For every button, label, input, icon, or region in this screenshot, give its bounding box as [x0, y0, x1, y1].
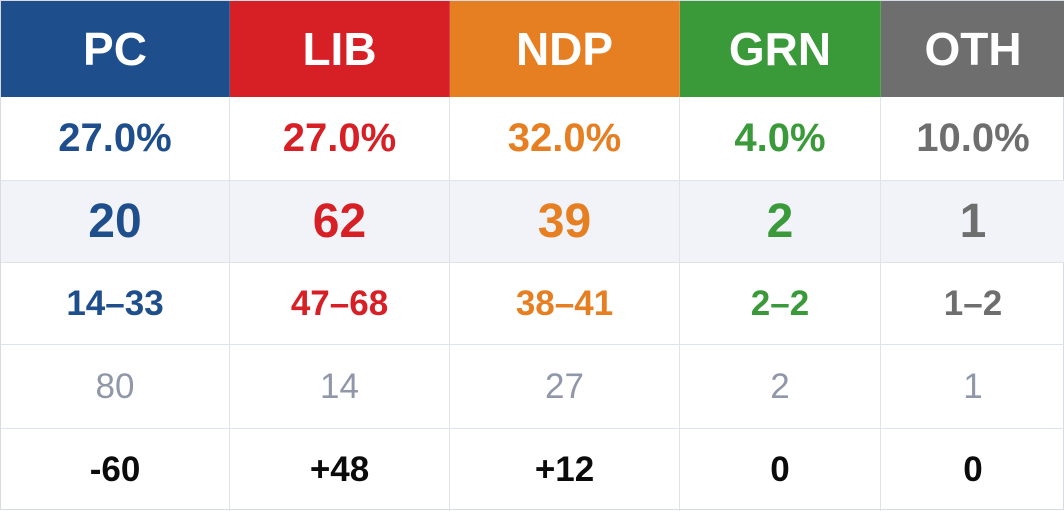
vote-share-lib: 27.0%: [230, 97, 450, 181]
previous-ndp: 27: [450, 345, 680, 429]
header-grn-label: GRN: [728, 23, 832, 75]
header-lib: LIB: [230, 1, 450, 97]
range-ndp: 38–41: [450, 263, 680, 345]
seats-ndp: 39: [450, 181, 680, 263]
range-pc: 14–33: [1, 263, 230, 345]
seats-pc: 20: [1, 181, 230, 263]
vote-share-grn: 4.0%: [680, 97, 881, 181]
header-pc: PC: [1, 1, 230, 97]
change-grn: 0: [680, 429, 881, 511]
header-oth-label: OTH: [924, 23, 1022, 75]
seats-lib: 62: [230, 181, 450, 263]
change-oth: 0: [963, 450, 983, 489]
vote-share-pc: 27.0%: [1, 97, 230, 181]
header-ndp: NDP: [450, 1, 680, 97]
change-lib: +48: [230, 429, 450, 511]
previous-pc: 80: [1, 345, 230, 429]
change-pc: -60: [1, 429, 230, 511]
vote-share-ndp: 32.0%: [450, 97, 680, 181]
previous-oth: 1: [881, 345, 1064, 429]
header-oth: OTH: [881, 1, 1064, 97]
previous-grn: 2: [680, 345, 881, 429]
header-grn: GRN: [680, 1, 881, 97]
header-lib-label: LIB: [302, 23, 377, 75]
vote-share-oth: 10.0%: [881, 97, 1064, 181]
previous-lib: 14: [230, 345, 450, 429]
range-lib: 47–68: [230, 263, 450, 345]
range-oth: 1–2: [881, 263, 1064, 345]
header-pc-label: PC: [83, 23, 147, 75]
change-ndp: +12: [450, 429, 680, 511]
seats-grn: 2: [680, 181, 881, 263]
range-grn: 2–2: [680, 263, 881, 345]
header-ndp-label: NDP: [515, 23, 614, 75]
seats-oth: 1: [881, 181, 1064, 263]
